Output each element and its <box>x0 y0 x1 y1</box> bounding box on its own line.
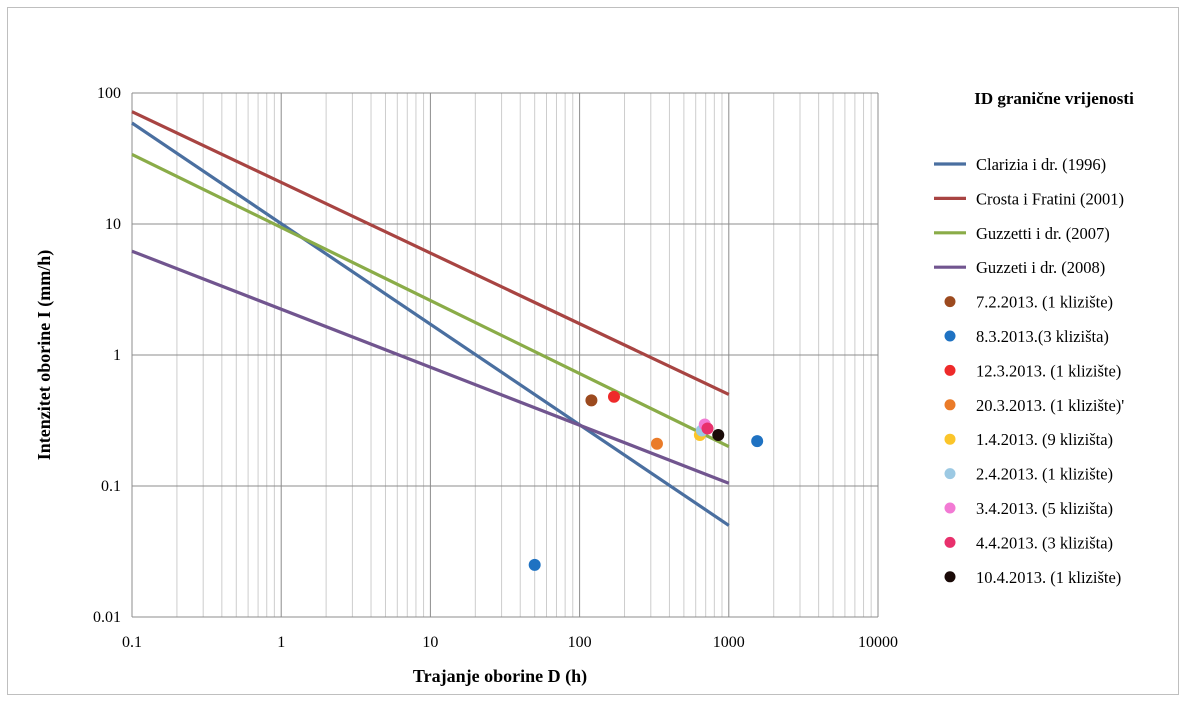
data-point <box>607 390 620 403</box>
x-tick-label: 10000 <box>858 634 898 651</box>
legend-item: Guzzeti i dr. (2008) <box>934 258 1105 277</box>
x-tick-label: 0.1 <box>122 634 142 651</box>
data-point <box>528 558 541 571</box>
legend-marker <box>944 502 956 514</box>
legend-marker <box>944 330 956 342</box>
x-tick-label: 100 <box>568 634 592 651</box>
x-tick-label: 1000 <box>713 634 745 651</box>
legend-marker <box>944 433 956 445</box>
y-axis-title: Intenzitet oborine I (mm/h) <box>34 250 55 460</box>
legend-item: 3.4.2013. (5 klizišta) <box>944 499 1113 518</box>
legend-label: 20.3.2013. (1 klizište)' <box>976 396 1124 415</box>
legend-label: 1.4.2013. (9 klizišta) <box>976 430 1113 449</box>
legend-label: 12.3.2013. (1 klizište) <box>976 361 1121 380</box>
x-tick-label: 1 <box>277 634 285 651</box>
legend-label: 2.4.2013. (1 klizište) <box>976 465 1113 484</box>
legend-item: 10.4.2013. (1 klizište) <box>944 568 1121 587</box>
data-point <box>650 437 663 450</box>
legend-item: 4.4.2013. (3 klizišta) <box>944 533 1113 552</box>
legend-label: Guzzeti i dr. (2008) <box>976 258 1105 277</box>
legend-item: 8.3.2013.(3 klizišta) <box>944 327 1109 346</box>
y-tick-label: 0.1 <box>101 478 121 495</box>
legend-item: Clarizia i dr. (1996) <box>934 155 1106 174</box>
x-axis-title: Trajanje oborine D (h) <box>413 666 587 687</box>
legend-label: 3.4.2013. (5 klizišta) <box>976 499 1113 518</box>
legend-label: 7.2.2013. (1 klizište) <box>976 293 1113 312</box>
legend-label: Guzzetti i dr. (2007) <box>976 224 1110 243</box>
threshold-line <box>131 152 730 449</box>
legend-item: 2.4.2013. (1 klizište) <box>944 465 1113 484</box>
legend-marker <box>944 536 956 548</box>
y-tick-label: 100 <box>97 85 121 102</box>
threshold-lines <box>131 110 730 527</box>
legend-title: ID granične vrijenosti <box>974 89 1134 108</box>
legend-marker <box>944 364 956 376</box>
legend-item: 7.2.2013. (1 klizište) <box>944 293 1113 312</box>
y-tick-label: 1 <box>113 347 121 364</box>
legend-marker <box>944 399 956 411</box>
legend-item: Crosta i Fratini (2001) <box>934 189 1124 208</box>
threshold-line <box>131 110 730 396</box>
legend-marker <box>944 468 956 480</box>
x-tick-label: 10 <box>422 634 438 651</box>
grid <box>131 92 879 618</box>
data-points <box>528 390 764 571</box>
y-tick-label: 0.01 <box>93 609 121 626</box>
legend-label: 10.4.2013. (1 klizište) <box>976 568 1121 587</box>
legend: ID granične vrijenosti Clarizia i dr. (1… <box>934 89 1134 587</box>
legend-label: Clarizia i dr. (1996) <box>976 155 1106 174</box>
data-point <box>585 394 598 407</box>
legend-label: 4.4.2013. (3 klizišta) <box>976 533 1113 552</box>
legend-marker <box>944 296 956 308</box>
threshold-line <box>131 249 730 485</box>
data-point <box>751 435 764 448</box>
threshold-line <box>131 121 730 527</box>
legend-label: Crosta i Fratini (2001) <box>976 189 1124 208</box>
chart-frame <box>7 7 1179 695</box>
legend-item: Guzzetti i dr. (2007) <box>934 224 1110 243</box>
legend-label: 8.3.2013.(3 klizišta) <box>976 327 1109 346</box>
legend-marker <box>944 571 956 583</box>
y-tick-label: 10 <box>105 216 121 233</box>
data-point <box>701 422 714 435</box>
data-point <box>712 429 725 442</box>
legend-item: 1.4.2013. (9 klizišta) <box>944 430 1113 449</box>
legend-item: 20.3.2013. (1 klizište)' <box>944 396 1124 415</box>
legend-item: 12.3.2013. (1 klizište) <box>944 361 1121 380</box>
